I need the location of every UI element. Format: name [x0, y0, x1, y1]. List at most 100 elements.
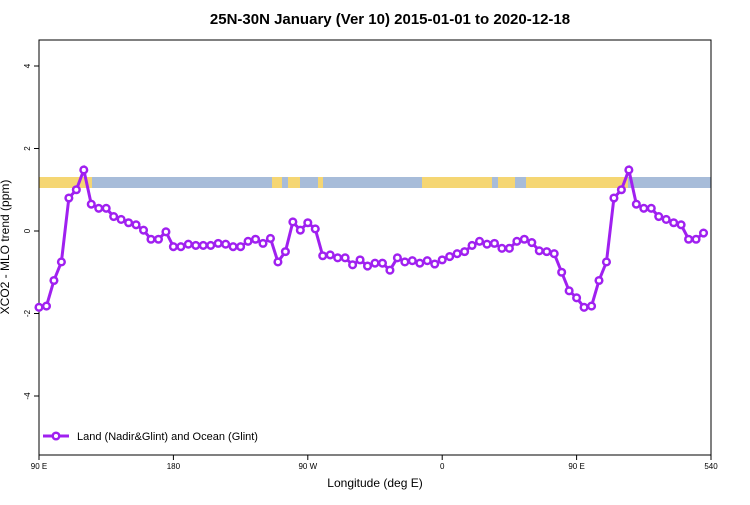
data-point [265, 233, 276, 243]
data-point [243, 236, 253, 246]
y-tick-label: -4 [23, 392, 32, 400]
data-point [153, 234, 164, 244]
data-point [362, 261, 373, 271]
data-point [273, 257, 283, 267]
data-point [64, 193, 74, 203]
data-point [489, 238, 500, 248]
data-point [452, 249, 462, 259]
data-point [467, 240, 477, 250]
data-point [400, 257, 410, 267]
data-point [474, 236, 485, 246]
data-point [601, 257, 612, 267]
data-point [138, 225, 149, 235]
data-point [109, 212, 119, 222]
data-point [340, 253, 350, 263]
data-point [460, 247, 470, 257]
y-tick-label: 4 [23, 63, 32, 68]
data-point [94, 203, 104, 213]
data-point [116, 214, 126, 224]
data-point [639, 203, 649, 213]
data-point [131, 220, 141, 230]
data-point [101, 203, 111, 213]
data-point [392, 253, 402, 263]
data-point [676, 220, 686, 230]
data-point [355, 255, 365, 265]
chart-title: 25N-30N January (Ver 10) 2015-01-01 to 2… [210, 11, 570, 28]
data-point [325, 250, 335, 260]
data-point [698, 228, 709, 238]
y-tick-label: 0 [23, 228, 32, 233]
data-point [146, 234, 156, 244]
x-tick-label: 90 E [31, 462, 47, 471]
data-point [646, 203, 656, 213]
series-line [38, 164, 705, 309]
data-point [594, 275, 604, 286]
data-point [669, 218, 679, 228]
data-point [624, 165, 634, 175]
data-point [609, 193, 619, 203]
data-point [631, 199, 641, 209]
data-point [250, 234, 261, 244]
data-point [691, 234, 701, 244]
data-point [422, 256, 432, 266]
data-point [34, 302, 44, 312]
data-point [41, 301, 52, 311]
data-point [370, 258, 380, 268]
data-point [183, 239, 193, 249]
data-point [333, 253, 343, 263]
data-point [236, 242, 246, 252]
y-tick-label: 2 [23, 146, 32, 151]
data-point [586, 301, 597, 311]
data-point [519, 234, 529, 244]
land-ocean-strip [39, 177, 711, 188]
data-point [377, 258, 388, 268]
x-axis-label: Longitude (deg E) [327, 476, 422, 490]
data-point [527, 237, 537, 248]
x-tick-label: 540 [704, 462, 718, 471]
data-point [49, 275, 59, 286]
data-point [385, 265, 395, 275]
data-point [497, 243, 507, 253]
data-point [348, 260, 358, 270]
y-axis-label: XCO2 - MLO trend (ppm) [0, 180, 12, 315]
data-point [579, 302, 589, 312]
legend-marker [51, 431, 61, 441]
data-point [206, 240, 216, 250]
data-point [176, 242, 186, 252]
data-point [303, 218, 313, 228]
data-point [512, 236, 522, 246]
data-point [616, 185, 626, 195]
plot-frame [38, 39, 712, 456]
data-point [534, 246, 544, 256]
data-point [198, 240, 208, 250]
data-point [445, 252, 455, 262]
data-point [407, 256, 417, 266]
data-point [542, 247, 552, 257]
data-point [654, 212, 664, 222]
data-point [86, 199, 96, 209]
data-point [549, 249, 559, 259]
data-point [572, 293, 582, 303]
data-point [482, 239, 492, 249]
data-point [661, 214, 671, 224]
data-point [557, 267, 567, 277]
x-tick-label: 90 E [568, 462, 584, 471]
data-point [168, 242, 178, 252]
data-point [310, 224, 320, 234]
x-tick-label: 0 [440, 462, 445, 471]
y-tick-label: -2 [23, 309, 32, 317]
data-point [161, 227, 171, 237]
data-point [415, 258, 425, 268]
data-point [437, 255, 447, 265]
legend-label: Land (Nadir&Glint) and Ocean (Glint) [77, 431, 258, 443]
data-point [684, 234, 694, 244]
data-point [191, 240, 201, 250]
data-point [288, 217, 298, 227]
data-point [124, 218, 134, 228]
x-tick-label: 180 [167, 462, 181, 471]
data-point [221, 239, 231, 249]
data-point [295, 225, 305, 235]
data-point [56, 257, 66, 267]
data-point [258, 238, 268, 248]
